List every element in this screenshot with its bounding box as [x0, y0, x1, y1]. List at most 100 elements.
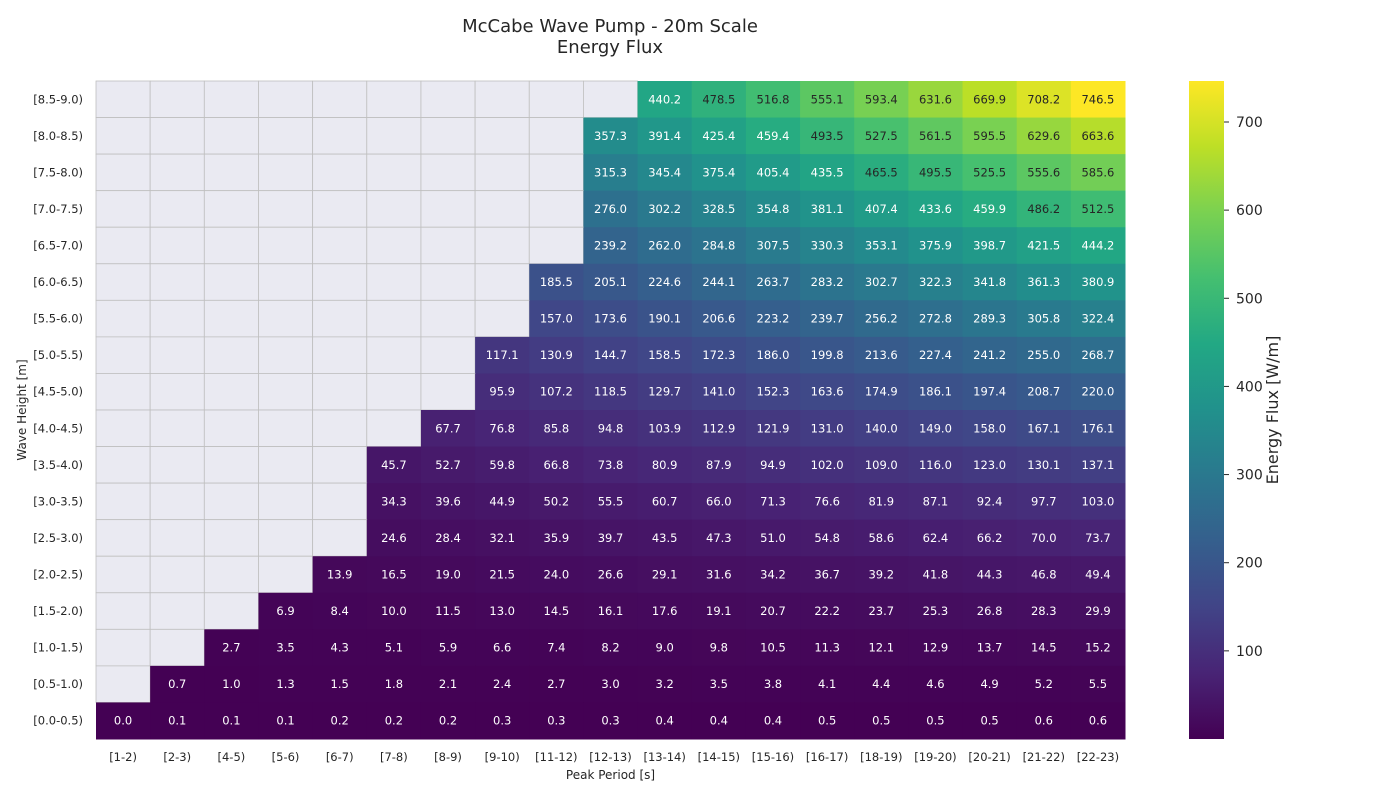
heatmap-cell-label: 121.9 [757, 421, 790, 435]
heatmap-cell-empty [528, 153, 584, 192]
heatmap-cell-empty [203, 482, 259, 521]
heatmap-cell [1016, 410, 1072, 448]
heatmap-cell-label: 34.2 [760, 568, 786, 582]
heatmap-cell-label: 185.5 [540, 275, 573, 289]
heatmap-cell [745, 190, 801, 228]
y-tick-label: [6.5-7.0) [33, 239, 83, 253]
heatmap-cell-empty [312, 153, 368, 192]
heatmap-cell-label: 1.0 [222, 677, 240, 691]
x-axis-label: Peak Period [s] [566, 768, 655, 782]
heatmap-cell-empty [95, 555, 151, 594]
heatmap-cell [962, 446, 1018, 484]
y-tick-label: [4.0-4.5) [33, 421, 83, 435]
heatmap-cell-empty [95, 336, 151, 374]
heatmap-cell-empty [312, 226, 368, 265]
heatmap-cell [962, 702, 1018, 740]
heatmap-cell [908, 483, 964, 521]
heatmap-cell-empty [149, 299, 205, 338]
heatmap-cell [637, 227, 693, 265]
x-tick-label: [4-5) [218, 750, 246, 764]
heatmap-cell-empty [420, 336, 476, 374]
heatmap-cell-label: 208.7 [1027, 385, 1060, 399]
heatmap-cell-label: 12.1 [868, 641, 894, 655]
heatmap-cell-label: 398.7 [973, 239, 1006, 253]
heatmap-cell-label: 380.9 [1081, 275, 1114, 289]
heatmap-cell-label: 561.5 [919, 129, 952, 143]
heatmap-cell [800, 592, 855, 630]
heatmap-cell-label: 15.2 [1085, 641, 1111, 655]
heatmap-cell-empty [95, 226, 151, 265]
heatmap-cell [637, 263, 693, 301]
heatmap-cell [366, 446, 422, 484]
heatmap-cell-label: 341.8 [973, 275, 1006, 289]
heatmap-cell-label: 13.9 [327, 568, 353, 582]
heatmap-cells [95, 80, 1126, 740]
heatmap-cell-label: 158.5 [648, 348, 681, 362]
x-axis-tick-labels: [1-2) [2-3) [4-5) [5-6) [6-7) [7-8) [8-9) [9-10… [109, 750, 1119, 764]
heatmap-cell-label: 478.5 [702, 92, 735, 106]
heatmap-cell-label: 41.8 [923, 568, 949, 582]
heatmap-cell [258, 592, 314, 630]
heatmap-cell-empty [258, 153, 314, 192]
heatmap-cell-label: 158.0 [973, 421, 1006, 435]
heatmap-cell-empty [528, 80, 584, 118]
heatmap-cell-label: 11.5 [435, 604, 461, 618]
heatmap-cell-label: 2.7 [222, 641, 240, 655]
colorbar-tick-label: 100 [1236, 644, 1263, 660]
heatmap-cell-label: 186.1 [919, 385, 952, 399]
heatmap-cell-label: 60.7 [652, 494, 678, 508]
heatmap-cell [420, 446, 476, 484]
y-axis-label: Wave Height [m] [15, 359, 29, 460]
heatmap-cell [258, 702, 314, 740]
heatmap-cell-empty [474, 190, 530, 228]
heatmap-cell-label: 0.5 [926, 714, 944, 728]
heatmap-cell-empty [95, 519, 151, 557]
heatmap-cell-label: 173.6 [594, 312, 627, 326]
colorbar-tick-label: 400 [1236, 379, 1263, 395]
heatmap-cell [1070, 300, 1126, 338]
heatmap-cell-empty [366, 299, 422, 338]
heatmap-cell [854, 592, 909, 630]
heatmap-cell [908, 446, 964, 484]
heatmap-cell-label: 4.4 [872, 677, 890, 691]
heatmap-cell-label: 407.4 [865, 202, 898, 216]
heatmap-cell-label: 0.1 [276, 714, 294, 728]
heatmap-cell [745, 702, 801, 740]
heatmap-cell-empty [95, 409, 151, 447]
heatmap-cell-empty [258, 409, 314, 447]
heatmap-cell [366, 519, 422, 557]
heatmap-cell-empty [258, 519, 314, 557]
heatmap-cell [800, 227, 855, 265]
heatmap-cell-label: 50.2 [544, 494, 570, 508]
heatmap-cell [366, 483, 422, 521]
heatmap-cell-empty [149, 336, 205, 374]
heatmap-cell [583, 519, 639, 557]
heatmap-cell-label: 322.4 [1081, 312, 1114, 326]
heatmap-cell [1016, 592, 1072, 630]
heatmap-cell [908, 410, 964, 448]
heatmap-cell-label: 6.6 [493, 641, 511, 655]
heatmap-cell-label: 631.6 [919, 92, 952, 106]
heatmap-cell-label: 391.4 [648, 129, 681, 143]
heatmap-cell-label: 43.5 [652, 531, 678, 545]
heatmap-cell [366, 665, 422, 703]
heatmap-cell-label: 256.2 [865, 312, 898, 326]
heatmap-cell [475, 336, 530, 374]
heatmap-cell-label: 302.2 [648, 202, 681, 216]
heatmap-cell-empty [203, 373, 259, 411]
heatmap-cell-label: 32.1 [489, 531, 515, 545]
y-tick-label: [7.0-7.5) [33, 202, 83, 216]
heatmap-cell [366, 702, 422, 740]
heatmap-cell-label: 44.3 [977, 568, 1003, 582]
heatmap-cell [908, 592, 964, 630]
heatmap-cell [529, 410, 584, 448]
heatmap-cell-label: 0.7 [168, 677, 186, 691]
heatmap-cell-label: 9.0 [656, 641, 674, 655]
heatmap-cell-label: 0.5 [980, 714, 998, 728]
heatmap-cell [908, 336, 964, 374]
y-tick-label: [6.0-6.5) [33, 275, 83, 289]
heatmap-cell [312, 665, 368, 703]
heatmap-cell [800, 117, 855, 155]
heatmap-cell-label: 45.7 [381, 458, 407, 472]
heatmap-cell-label: 118.5 [594, 385, 627, 399]
